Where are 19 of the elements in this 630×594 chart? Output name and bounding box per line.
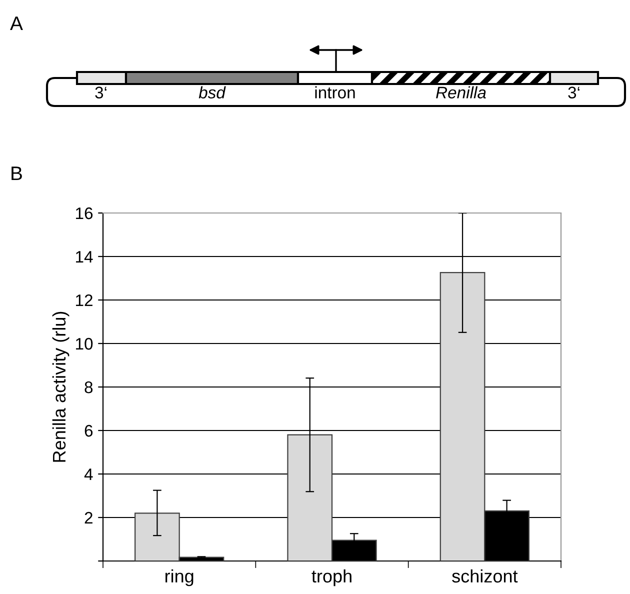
y-tick-label: 2 bbox=[84, 512, 92, 524]
y-tick-label: 10 bbox=[76, 338, 93, 350]
y-tick-label: 6 bbox=[84, 424, 93, 437]
y-axis-title: Renilla activity (rlu) bbox=[52, 312, 70, 462]
text: A bbox=[10, 16, 23, 30]
x-tick-label: ring bbox=[165, 569, 194, 586]
y-tick-label: 4 bbox=[84, 468, 93, 480]
x-tick-label: troph bbox=[312, 569, 352, 586]
text: 3‘ bbox=[568, 86, 580, 98]
text: 3‘ bbox=[95, 86, 106, 98]
y-tick-label: 8 bbox=[84, 381, 93, 394]
y-tick-label: 14 bbox=[76, 251, 93, 263]
chart-title: B bbox=[12, 166, 22, 180]
x-tick-label: schizont bbox=[452, 569, 518, 583]
text: intron bbox=[315, 86, 355, 98]
y-tick-label: 12 bbox=[76, 294, 92, 306]
y-tick-label: 16 bbox=[76, 207, 93, 220]
text: Renilla bbox=[436, 86, 486, 98]
text: bsd bbox=[198, 86, 226, 98]
